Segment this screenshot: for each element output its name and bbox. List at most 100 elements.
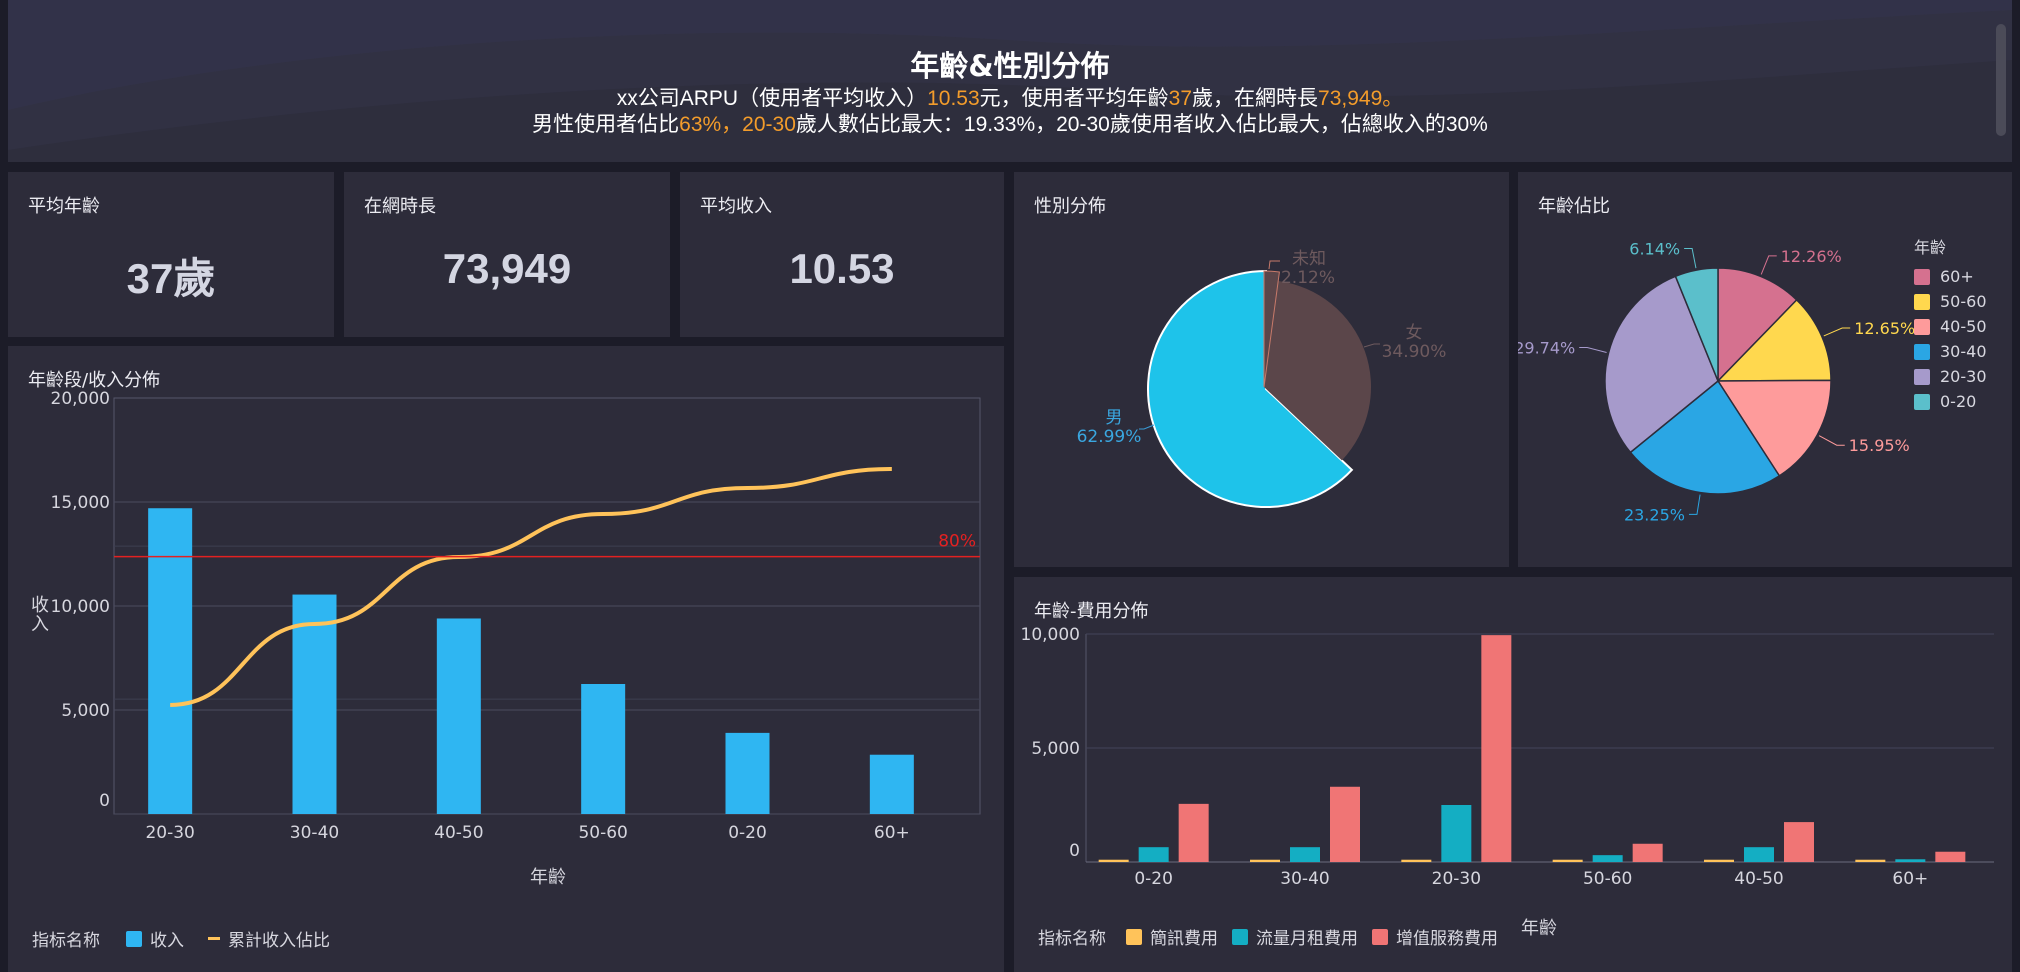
bar-60+[interactable] [869, 754, 914, 814]
legend-item-cumulative[interactable]: 累計收入佔比 [208, 926, 330, 951]
fee-chart-panel: 年齡-費用分佈 10,000 5,000 0 0-20 30-40 20-30 50-60… [1014, 577, 2012, 972]
legend-title: 年齡 [1914, 238, 1947, 257]
bar-30-40-增值服務費用[interactable] [1330, 786, 1360, 862]
kpi-label: 平均收入 [700, 196, 772, 217]
gender-chart-panel: 性別分佈 男 62.99% 女 34.90% 未知 2.12% [1014, 172, 1509, 567]
bar-50-60[interactable] [581, 684, 626, 814]
x-tick-label: 60+ [1892, 869, 1928, 889]
legend-item-20-30[interactable]: 20-30 [1914, 364, 1987, 389]
fee-legend: 指标名称 簡訊費用 流量月租費用 增值服務費用 [1038, 924, 1512, 949]
y-tick-label: 0 [1069, 841, 1080, 861]
legend-item-60+[interactable]: 60+ [1914, 264, 1987, 289]
bar-40-50-簡訊費用[interactable] [1704, 859, 1734, 862]
x-tick-label: 0-20 [1134, 869, 1173, 889]
scrollbar[interactable] [1996, 24, 2006, 136]
legend-label: 收入 [150, 931, 184, 951]
legend-swatch [1914, 318, 1930, 335]
pie-label-leader [1688, 494, 1701, 515]
legend-item-0-20[interactable]: 0-20 [1914, 389, 1987, 414]
legend-swatch [208, 937, 220, 940]
pie-label-leader [1684, 248, 1697, 269]
legend-label: 40-50 [1940, 317, 1987, 336]
income-chart: 20,000 15,000 10,000 5,000 0 20-30 30-40 40-50… [31, 389, 981, 888]
pie-label-value: 34.90% [1382, 342, 1447, 362]
x-tick-label: 0-20 [728, 823, 767, 843]
summary-line-2: 男性使用者佔比63%，20-30歲人數佔比最大：19.33%，20-30歲使用者… [532, 113, 1488, 136]
y-axis-label: 入 [31, 614, 49, 635]
pie-label-value: 15.95% [1849, 436, 1910, 455]
y-tick-label: 10,000 [1021, 625, 1080, 645]
pie-slice-20-30[interactable] [1604, 275, 1719, 454]
pie-slice-unknown[interactable] [1263, 270, 1280, 388]
bar-0-20-增值服務費用[interactable] [1178, 803, 1209, 862]
x-tick-label: 50-60 [1583, 869, 1632, 889]
bar-0-20[interactable] [725, 732, 770, 814]
bar-0-20-流量月租費用[interactable] [1138, 847, 1169, 862]
age-share-pie-chart: 12.26% 12.65% 15.95% 23.25% 29.74% 6.14% [1518, 240, 1915, 525]
bar-20-30-增值服務費用[interactable] [1481, 635, 1512, 862]
pie-label-value: 2.12% [1281, 268, 1335, 288]
chart-title: 年齡段/收入分佈 [28, 370, 161, 391]
pie-slice-60+[interactable] [1717, 267, 1798, 383]
bar-50-60-流量月租費用[interactable] [1592, 855, 1623, 862]
pie-label-value: 23.25% [1624, 505, 1685, 524]
pie-slice-0-20[interactable] [1674, 267, 1719, 382]
y-tick-label: 10,000 [51, 597, 110, 617]
pie-label-leader [1823, 327, 1851, 337]
pie-slice-50-60[interactable] [1716, 298, 1832, 382]
cumulative-share-line [170, 467, 892, 707]
pie-label-name: 女 [1406, 323, 1423, 343]
bar-40-50[interactable] [436, 618, 481, 814]
x-axis-label: 年齡 [1521, 918, 1557, 939]
legend-item-40-50[interactable]: 40-50 [1914, 314, 1987, 339]
bar-30-40[interactable] [292, 594, 337, 814]
kpi-value: 37歲 [126, 255, 216, 302]
bar-50-60-增值服務費用[interactable] [1632, 843, 1663, 862]
legend-item-流量月租費用[interactable]: 流量月租費用 [1232, 924, 1358, 949]
bar-20-30-簡訊費用[interactable] [1401, 859, 1432, 862]
pie-slice-male[interactable] [1147, 269, 1354, 508]
kpi-value: 10.53 [789, 245, 895, 292]
bar-60+-簡訊費用[interactable] [1855, 859, 1886, 862]
pie-label-value: 6.14% [1629, 240, 1680, 259]
gender-pie-chart: 男 62.99% 女 34.90% 未知 2.12% [1077, 249, 1447, 508]
legend-title: 指标名称 [1038, 929, 1106, 949]
pie-label-value: 12.65% [1854, 319, 1915, 338]
legend-item-簡訊費用[interactable]: 簡訊費用 [1126, 924, 1218, 949]
legend-item-income[interactable]: 收入 [126, 926, 184, 951]
bar-20-30-流量月租費用[interactable] [1441, 805, 1472, 862]
bar-60+-流量月租費用[interactable] [1895, 859, 1926, 862]
legend-label: 50-60 [1940, 292, 1987, 311]
chart-title: 性別分佈 [1034, 196, 1106, 217]
y-tick-label: 20,000 [51, 389, 110, 409]
legend-item-30-40[interactable]: 30-40 [1914, 339, 1987, 364]
kpi-label: 平均年齡 [28, 196, 100, 217]
bar-40-50-流量月租費用[interactable] [1744, 847, 1774, 862]
pie-slice-30-40[interactable] [1629, 379, 1781, 495]
pie-label-leader [1579, 347, 1607, 353]
kpi-card-average-income: 平均收入 10.53 [680, 172, 1004, 337]
pie-label-value: 12.26% [1781, 247, 1842, 266]
bar-20-30[interactable] [148, 508, 193, 814]
bar-30-40-簡訊費用[interactable] [1250, 859, 1280, 862]
legend-item-增值服務費用[interactable]: 增值服務費用 [1372, 924, 1498, 949]
bar-60+-增值服務費用[interactable] [1935, 851, 1966, 862]
dashboard-header: 年齡&性別分佈 xx公司ARPU（使用者平均收入）10.53元，使用者平均年齡3… [8, 0, 2012, 162]
bar-0-20-簡訊費用[interactable] [1098, 859, 1129, 862]
reference-line-label: 80% [938, 532, 976, 552]
legend-swatch [1914, 368, 1930, 385]
legend-label: 累計收入佔比 [228, 931, 330, 951]
legend-swatch [1914, 293, 1930, 310]
bar-30-40-流量月租費用[interactable] [1290, 847, 1320, 862]
pie-slice-female[interactable] [1264, 280, 1371, 461]
x-tick-label: 30-40 [290, 823, 339, 843]
pie-label-leader [1818, 435, 1845, 446]
pie-label-value: 29.74% [1518, 339, 1575, 358]
y-tick-label: 15,000 [51, 493, 110, 513]
fee-chart: 10,000 5,000 0 0-20 30-40 20-30 50-60 40-50 60+… [1021, 625, 1994, 939]
pie-slice-40-50[interactable] [1716, 379, 1832, 477]
legend-item-50-60[interactable]: 50-60 [1914, 289, 1987, 314]
bar-40-50-增值服務費用[interactable] [1784, 822, 1814, 862]
x-tick-label: 60+ [874, 823, 910, 843]
bar-50-60-簡訊費用[interactable] [1552, 859, 1583, 862]
